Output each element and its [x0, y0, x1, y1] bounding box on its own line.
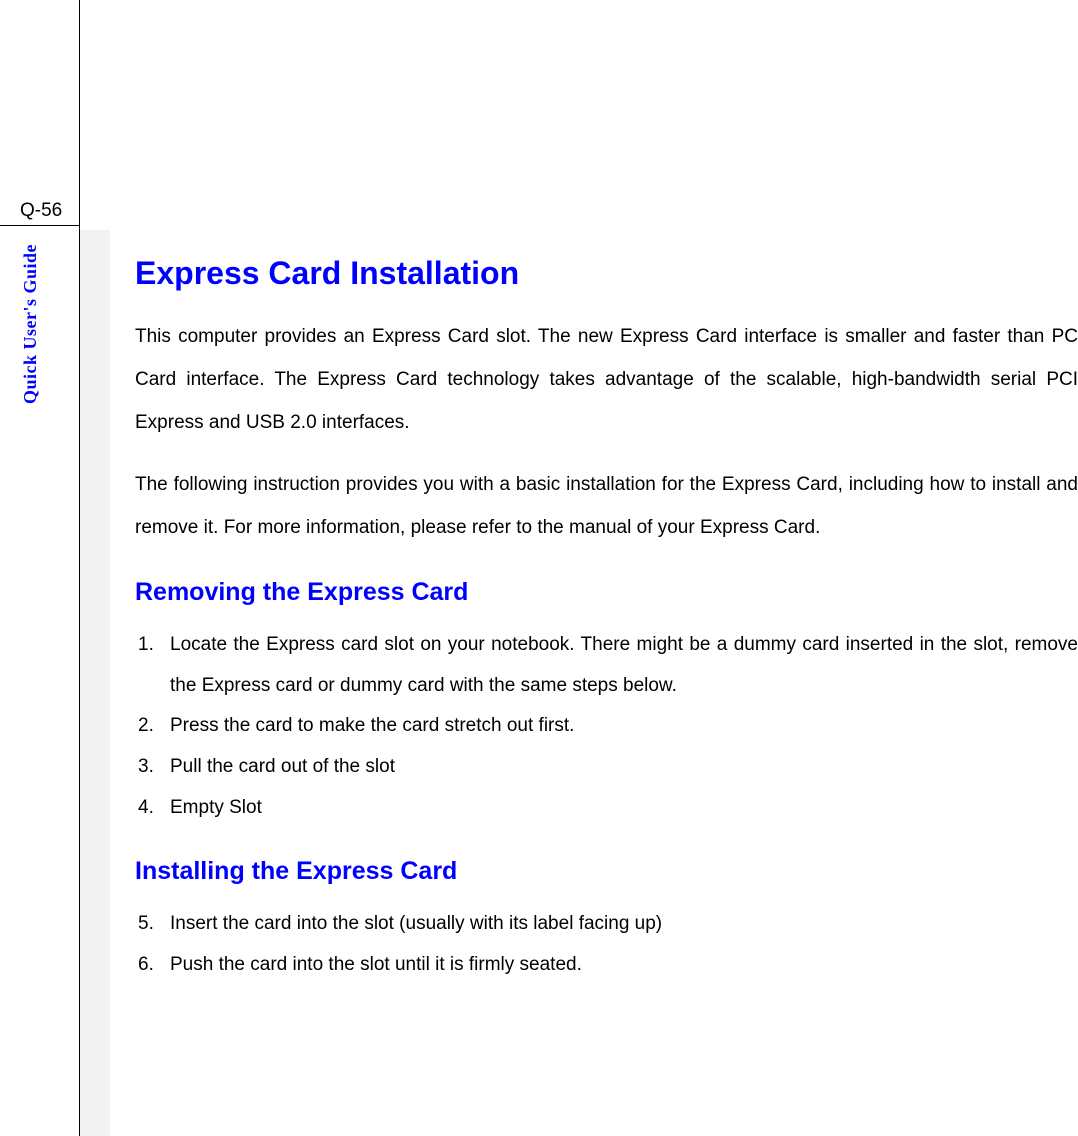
list-item: 5. Insert the card into the slot (usuall…	[135, 904, 1078, 945]
list-text: Insert the card into the slot (usually w…	[170, 904, 1078, 945]
main-content: Express Card Installation This computer …	[135, 255, 1078, 986]
list-item: 2. Press the card to make the card stret…	[135, 706, 1078, 747]
list-text: Press the card to make the card stretch …	[170, 706, 1078, 747]
intro-paragraph-1: This computer provides an Express Card s…	[135, 316, 1078, 444]
gray-margin-bar	[80, 230, 110, 1136]
main-heading: Express Card Installation	[135, 255, 1078, 292]
list-text: Push the card into the slot until it is …	[170, 945, 1078, 986]
removing-list: 1. Locate the Express card slot on your …	[135, 625, 1078, 829]
sidebar-label: Quick User's Guide	[20, 244, 41, 404]
list-number: 6.	[138, 945, 170, 986]
list-number: 5.	[138, 904, 170, 945]
header-divider-horizontal	[0, 225, 79, 226]
installing-heading: Installing the Express Card	[135, 857, 1078, 886]
list-text: Pull the card out of the slot	[170, 747, 1078, 788]
page-number: Q-56	[20, 200, 62, 222]
list-text: Empty Slot	[170, 788, 1078, 829]
list-number: 4.	[138, 788, 170, 829]
list-text: Locate the Express card slot on your not…	[170, 625, 1078, 707]
list-number: 1.	[138, 625, 170, 707]
intro-paragraph-2: The following instruction provides you w…	[135, 464, 1078, 550]
list-item: 4. Empty Slot	[135, 788, 1078, 829]
list-item: 1. Locate the Express card slot on your …	[135, 625, 1078, 707]
installing-list: 5. Insert the card into the slot (usuall…	[135, 904, 1078, 986]
list-item: 3. Pull the card out of the slot	[135, 747, 1078, 788]
list-number: 2.	[138, 706, 170, 747]
list-item: 6. Push the card into the slot until it …	[135, 945, 1078, 986]
list-number: 3.	[138, 747, 170, 788]
removing-heading: Removing the Express Card	[135, 578, 1078, 607]
